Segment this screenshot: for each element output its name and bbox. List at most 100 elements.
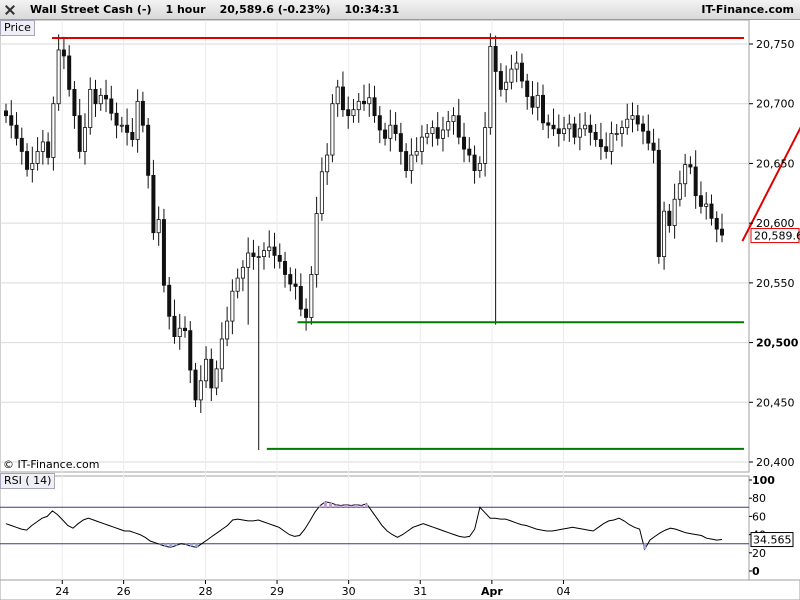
candle-body — [714, 217, 719, 230]
candle-body — [61, 49, 66, 57]
candle-body — [151, 174, 156, 234]
candle-body — [409, 154, 414, 171]
close-icon[interactable] — [4, 4, 16, 16]
candle-body — [251, 252, 256, 257]
rsi-tick-label: 0 — [752, 565, 760, 578]
rsi-tick-label: 100 — [752, 474, 775, 487]
price-panel-label: Price — [0, 20, 35, 36]
candle-body — [304, 308, 309, 318]
candle-body — [46, 141, 51, 158]
rsi-tick-label: 60 — [752, 510, 766, 523]
candle-body — [293, 283, 298, 287]
candle-body — [440, 129, 445, 139]
candle-body — [514, 62, 519, 70]
candle-body — [472, 154, 477, 171]
instrument-name: Wall Street Cash (-) — [30, 3, 152, 16]
candle-body — [314, 213, 319, 275]
candle-body — [398, 133, 403, 152]
price-tick-label: 20,500 — [756, 337, 799, 350]
rsi-last-tag — [750, 532, 794, 548]
candle-body — [504, 81, 509, 90]
candle-body — [519, 62, 524, 82]
candle-body — [40, 141, 45, 152]
candle-body — [182, 327, 187, 332]
candle-body — [340, 86, 345, 111]
rsi-last-label: 34.565 — [753, 534, 792, 547]
candle-body — [604, 146, 609, 152]
candle-body — [720, 228, 725, 236]
candle-body — [309, 274, 314, 318]
candle-body — [683, 164, 688, 185]
candle-body — [551, 124, 556, 130]
candle-body — [677, 183, 682, 200]
price-tick-label: 20,400 — [756, 456, 795, 469]
rsi-panel-label: RSI ( 14) — [0, 473, 56, 489]
candle-body — [625, 118, 630, 128]
brand-link[interactable]: IT-Finance.com — [701, 3, 794, 16]
candle-body — [456, 115, 461, 138]
candle-body — [235, 277, 240, 292]
chart-title: Wall Street Cash (-) 1 hour 20,589.6 (-0… — [4, 3, 413, 16]
candle-body — [588, 124, 593, 133]
candle-body — [535, 94, 540, 108]
candle-body — [630, 115, 635, 120]
candle-body — [225, 320, 230, 340]
candle-body — [35, 151, 40, 164]
candle-body — [146, 124, 151, 176]
candle-body — [693, 166, 698, 197]
candle-body — [430, 127, 435, 134]
candle-body — [614, 133, 619, 135]
candle-body — [619, 127, 624, 134]
candle-body — [14, 124, 19, 139]
price-tick-label: 20,700 — [756, 98, 795, 111]
candle-body — [88, 88, 93, 129]
candle-body — [393, 124, 398, 134]
candle-body — [651, 142, 656, 151]
candle-body — [414, 151, 419, 156]
time-tick-label: 30 — [342, 585, 356, 598]
candle-body — [119, 124, 124, 127]
candle-body — [319, 171, 324, 214]
candle-body — [530, 96, 535, 108]
rsi-panel — [0, 475, 750, 581]
candle-body — [30, 163, 35, 170]
candle-body — [4, 110, 9, 117]
candle-body — [93, 88, 98, 105]
price-tick-label: 20,650 — [756, 157, 795, 170]
candle-body — [419, 136, 424, 152]
candle-body — [209, 358, 214, 389]
candle-body — [261, 250, 266, 257]
x-axis-band — [0, 579, 800, 600]
candle-body — [193, 369, 198, 401]
candle-body — [404, 151, 409, 171]
candle-body — [435, 127, 440, 139]
last-price-tag — [750, 228, 800, 244]
candle-body — [335, 86, 340, 105]
candle-body — [130, 131, 135, 140]
candle-body — [493, 45, 498, 72]
candle-body — [583, 124, 588, 130]
price-tick-label: 20,550 — [756, 277, 795, 290]
chart-area[interactable]: 20,400 20,450 20,500 20,550 20,600 20,650 20,7… — [0, 20, 800, 600]
price-tick-label: 20,450 — [756, 396, 795, 409]
candle-body — [204, 358, 209, 382]
candle-body — [188, 330, 193, 371]
candle-body — [567, 123, 572, 130]
candle-body — [214, 368, 219, 389]
candle-body — [562, 128, 567, 134]
candle-body — [172, 315, 177, 338]
time-tick-label: 28 — [198, 585, 212, 598]
candle-body — [109, 98, 114, 114]
candle-body — [156, 219, 161, 234]
time-tick-label: 26 — [117, 585, 131, 598]
candle-body — [425, 133, 430, 138]
candle-body — [656, 149, 661, 257]
timeframe-label[interactable]: 1 hour — [165, 3, 206, 16]
candle-body — [488, 45, 493, 128]
rsi-tick-label: 80 — [752, 492, 766, 505]
clock-time: 10:34:31 — [344, 3, 400, 16]
candle-body — [688, 164, 693, 168]
candle-body — [572, 123, 577, 138]
candle-body — [609, 133, 614, 152]
candle-body — [509, 68, 514, 83]
